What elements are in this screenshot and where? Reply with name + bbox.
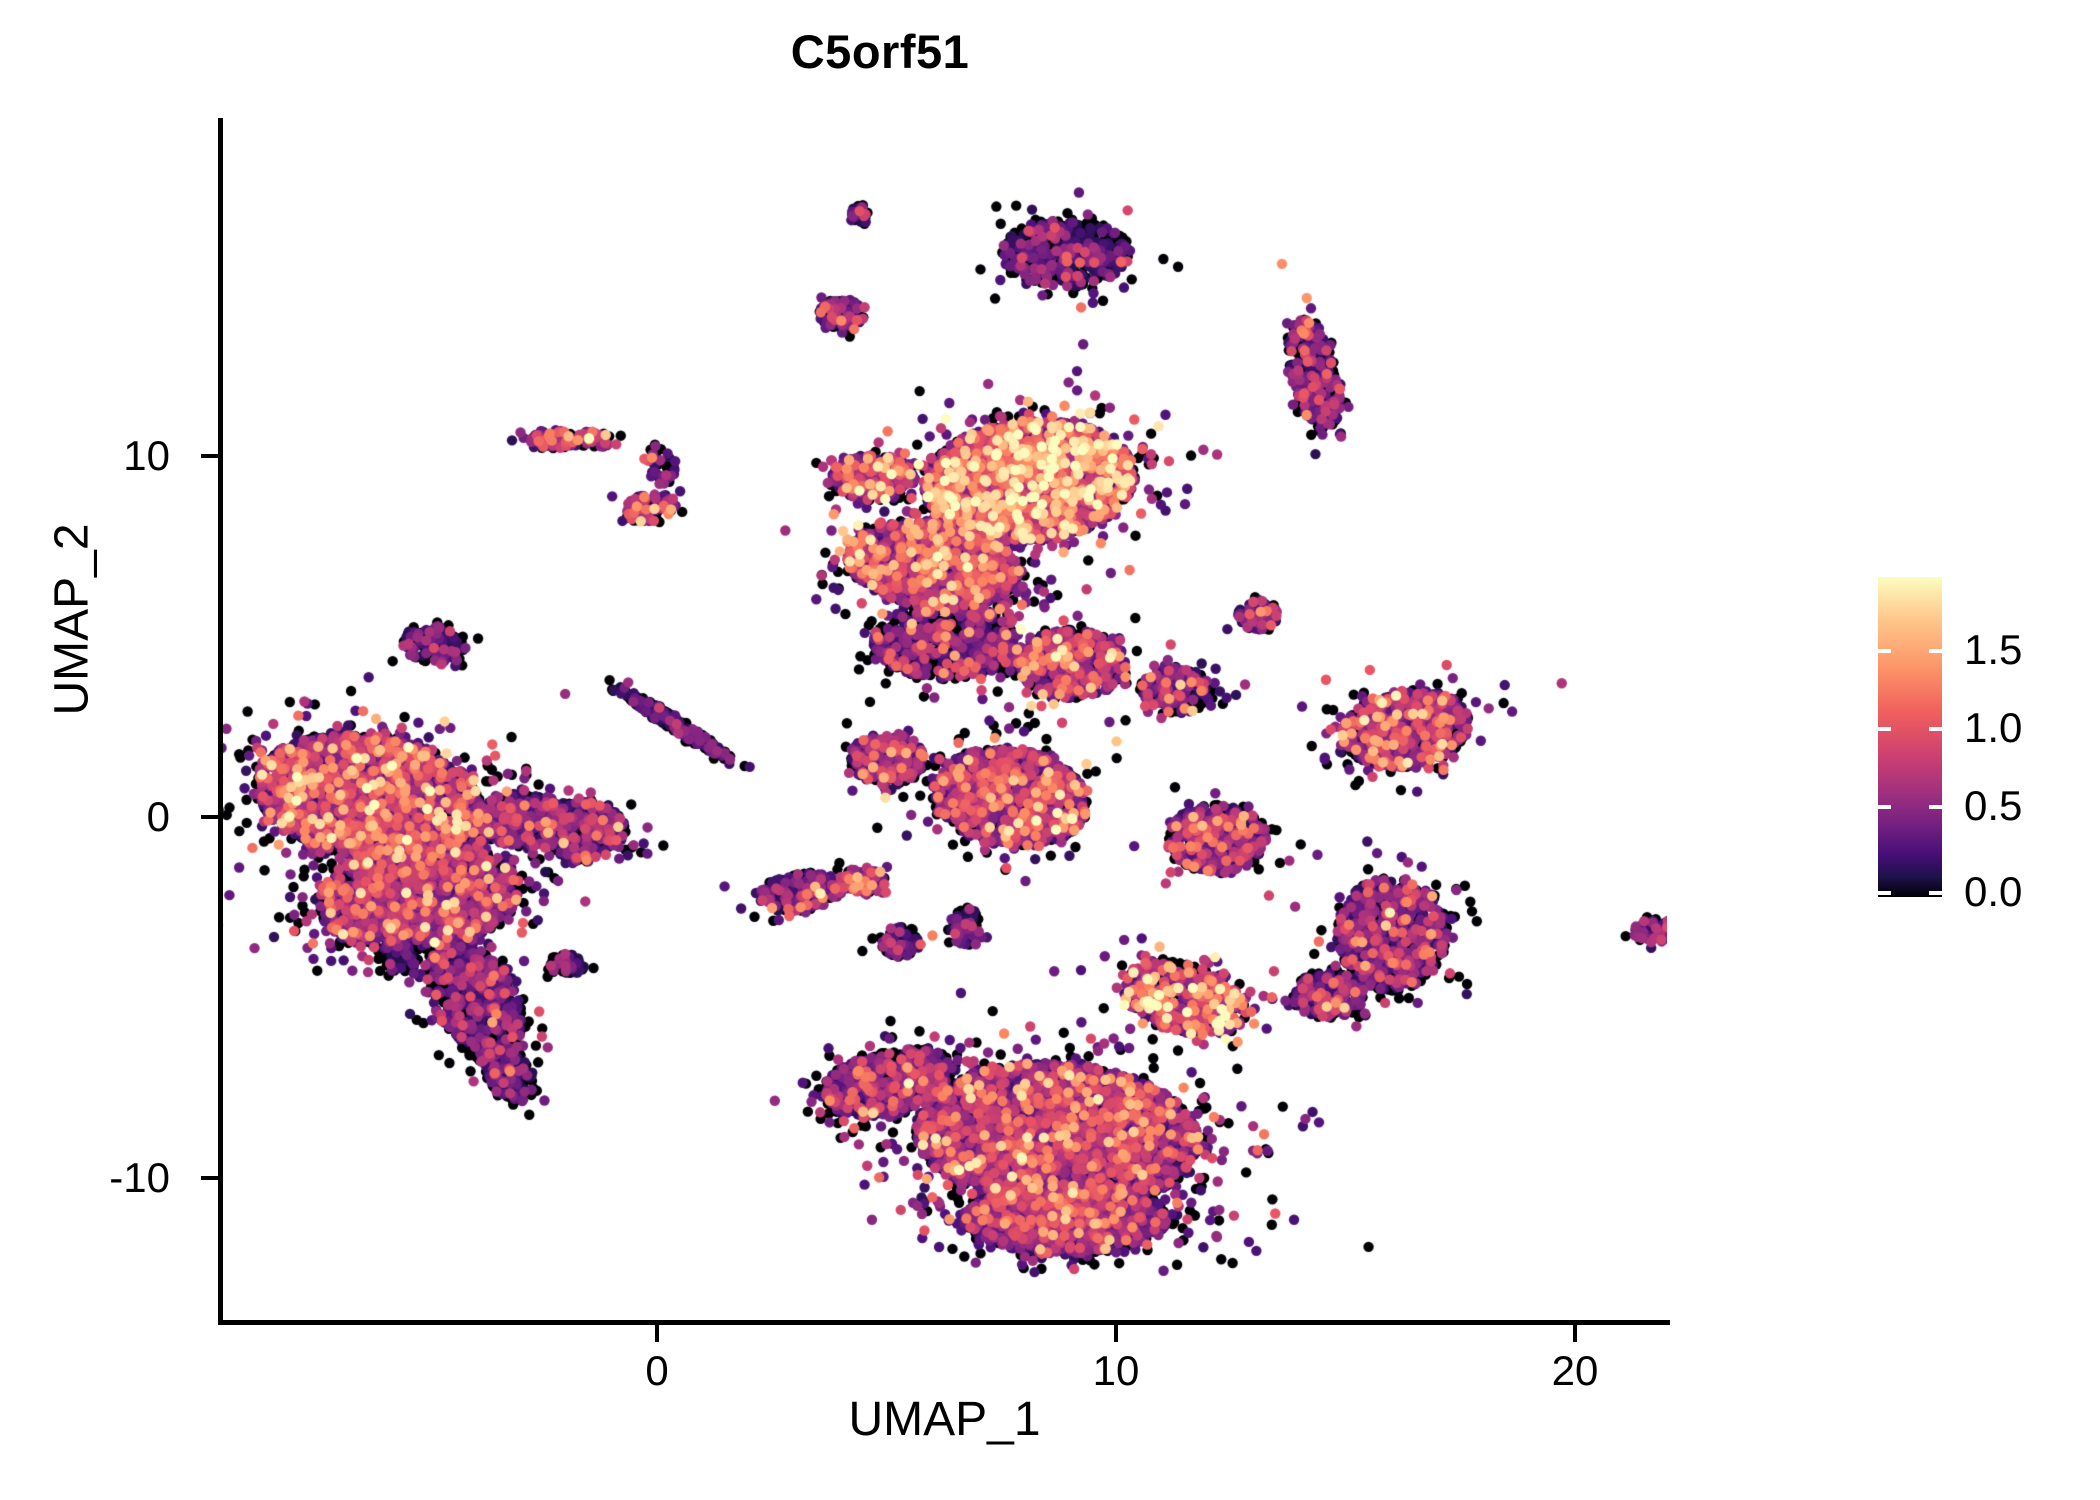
legend-tick-label-1: 1.0 [1964,704,2023,751]
color-legend: 1.5 1.0 0.5 0.0 [1878,577,2078,913]
legend-tick-mark-3 [1878,891,1891,895]
legend-tick-label-3: 0.0 [1964,868,2023,915]
legend-tick-label-2: 0.5 [1964,782,2023,829]
x-axis-tick-mark-2 [1573,1325,1577,1342]
scatter-plot-panel [222,120,1667,1322]
page-title: C5orf51 [790,25,970,78]
y-axis-tick-mark-2 [201,1176,218,1180]
x-axis-title: UMAP_1 [848,1393,1041,1446]
y-axis-tick-label-0: 10 [123,432,170,479]
y-axis-line [218,118,223,1324]
x-axis-tick-mark-1 [1114,1325,1118,1342]
legend-tick-mark-3b [1929,891,1942,895]
y-axis-tick-mark-1 [201,815,218,819]
legend-tick-mark-2 [1878,805,1891,809]
y-axis-title: UMAP_2 [45,523,99,716]
legend-tick-mark-0 [1878,649,1891,653]
y-axis-tick-label-2: -10 [109,1154,170,1201]
x-axis-tick-label-0: 0 [645,1347,669,1394]
y-axis-tick-label-1: 0 [146,793,170,840]
x-axis-tick-mark-0 [655,1325,659,1342]
legend-tick-mark-0b [1929,649,1942,653]
x-axis-line [218,1320,1670,1325]
legend-tick-mark-1 [1878,727,1891,731]
x-axis-tick-label-2: 20 [1551,1347,1599,1394]
x-axis-tick-label-1: 10 [1092,1347,1140,1394]
y-axis-tick-mark-0 [201,454,218,458]
legend-tick-label-0: 1.5 [1964,626,2023,673]
umap-scatter-canvas [222,120,1667,1322]
legend-tick-mark-2b [1929,805,1942,809]
legend-tick-mark-1b [1929,727,1942,731]
legend-colorbar [1878,577,1942,897]
